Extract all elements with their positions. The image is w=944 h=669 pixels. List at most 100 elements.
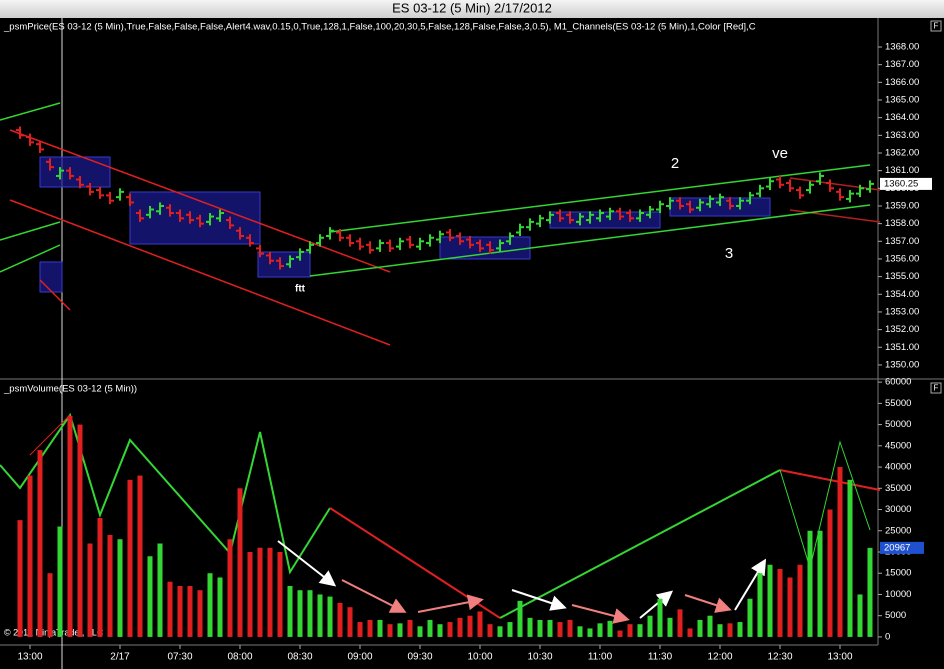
- volume-bar: [197, 590, 203, 637]
- swing-down: [779, 469, 881, 491]
- panel-button[interactable]: [930, 20, 942, 32]
- channel-line: [9, 129, 391, 273]
- volume-bar: [207, 573, 213, 637]
- volume-bar: [847, 479, 853, 637]
- volume-bar: [47, 573, 53, 637]
- y-tick-label: 0: [885, 631, 890, 642]
- y-tick-label: 55000: [885, 398, 911, 409]
- volume-bar: [817, 530, 823, 637]
- swing-up: [0, 412, 331, 575]
- volume-bar: [767, 564, 773, 637]
- copyright: © 2012 NinjaTrader, LLC: [4, 627, 104, 637]
- last-volume-label: 20967: [884, 542, 910, 553]
- y-tick-label: 1366.00: [885, 77, 919, 88]
- volume-bar: [267, 547, 273, 637]
- y-tick-label: 5000: [885, 610, 906, 621]
- last-price-label: 1360.25: [884, 178, 918, 189]
- volume-bar: [667, 617, 673, 637]
- volume-bar: [477, 611, 483, 637]
- volume-bar: [757, 573, 763, 637]
- y-tick-label: 1350.00: [885, 359, 919, 370]
- volume-bar: [677, 609, 683, 637]
- volume-bar: [17, 520, 23, 637]
- volume-bar: [377, 619, 383, 637]
- volume-bar: [277, 551, 283, 637]
- volume-bar: [727, 623, 733, 637]
- y-tick-label: 1361.00: [885, 165, 919, 176]
- x-tick-label: 09:00: [347, 652, 372, 663]
- channel-line: [789, 177, 881, 191]
- zone: [257, 251, 311, 278]
- zone: [129, 191, 261, 245]
- arrows: [277, 540, 767, 624]
- zones: [39, 156, 771, 293]
- y-tick-label: 40000: [885, 462, 911, 473]
- annotation: ve: [772, 145, 788, 162]
- panel-button-label[interactable]: F: [934, 384, 939, 393]
- volume-bar: [407, 619, 413, 637]
- volume-bar: [557, 622, 563, 637]
- channel-line: [0, 102, 61, 121]
- volume-bar: [517, 600, 523, 637]
- y-tick-label: 1357.00: [885, 236, 919, 247]
- volume-bar: [227, 539, 233, 637]
- arrow: [341, 579, 407, 613]
- volume-bar: [807, 530, 813, 637]
- x-tick-label: 09:30: [407, 652, 432, 663]
- volume-bar: [297, 590, 303, 637]
- volume-bar: [347, 607, 353, 637]
- volume-bar: [417, 626, 423, 637]
- channel-line: [309, 204, 871, 277]
- zone: [39, 156, 111, 188]
- y-tick-label: 1359.00: [885, 200, 919, 211]
- volume-bar: [217, 577, 223, 637]
- swing-thin: [29, 414, 71, 456]
- volume-bar: [317, 594, 323, 637]
- volume-bar: [307, 590, 313, 637]
- volume-bar: [507, 622, 513, 637]
- volume-bar: [397, 623, 403, 637]
- volume-bar: [597, 623, 603, 637]
- volume-bar: [137, 475, 143, 637]
- arrow: [684, 594, 732, 613]
- arrow: [511, 589, 567, 611]
- volume-bar: [287, 585, 293, 637]
- volume-bar: [57, 526, 63, 637]
- volume-bar: [167, 581, 173, 637]
- volume-bar: [627, 624, 633, 637]
- y-tick-label: 1358.00: [885, 218, 919, 229]
- x-tick-label: 12:30: [767, 652, 792, 663]
- arrow: [639, 590, 674, 619]
- volume-bar: [617, 630, 623, 637]
- volume-bar: [67, 416, 73, 637]
- arrow: [277, 540, 337, 587]
- annotation: ftt: [295, 284, 306, 295]
- volume-bar: [527, 617, 533, 637]
- title-bar: [0, 0, 944, 18]
- channel-line: [39, 279, 71, 311]
- x-tick-label: 07:30: [167, 652, 192, 663]
- volume-bar: [577, 626, 583, 637]
- arrow: [417, 594, 484, 613]
- x-tick-label: 12:00: [707, 652, 732, 663]
- volume-bar: [127, 479, 133, 637]
- volume-bar: [447, 622, 453, 637]
- y-tick-label: 1367.00: [885, 59, 919, 70]
- swing-thin: [779, 440, 871, 570]
- channel-line: [0, 221, 61, 241]
- volume-bar: [117, 539, 123, 637]
- volume-bar: [107, 535, 113, 637]
- y-tick-label: 25000: [885, 525, 911, 536]
- y-tick-label: 1363.00: [885, 130, 919, 141]
- x-tick-label: 11:00: [588, 652, 613, 663]
- y-tick-label: 50000: [885, 419, 911, 430]
- volume-bar: [247, 551, 253, 637]
- volume-bar: [237, 488, 243, 637]
- volume-bar: [187, 585, 193, 637]
- zone: [439, 236, 531, 260]
- volume-bar: [547, 619, 553, 637]
- swing-up: [499, 469, 781, 619]
- x-tick-label: 13:00: [17, 652, 42, 663]
- panel-button[interactable]: [930, 382, 942, 394]
- panel-button-label[interactable]: F: [934, 22, 939, 31]
